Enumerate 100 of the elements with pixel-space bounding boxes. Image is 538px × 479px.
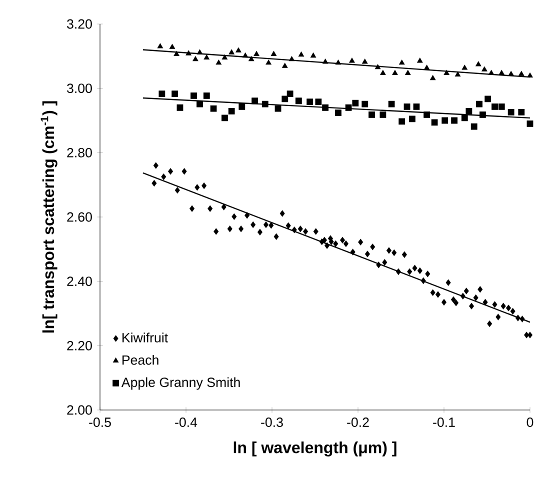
point — [380, 70, 386, 75]
y-tick-label: 2.60 — [67, 212, 92, 222]
point — [288, 56, 295, 62]
point — [508, 70, 514, 76]
x-tick-label: -0.5 — [89, 418, 111, 427]
point — [335, 110, 342, 116]
point — [476, 61, 482, 66]
point — [298, 52, 304, 57]
point — [196, 49, 203, 54]
point — [388, 100, 395, 108]
point — [262, 100, 268, 108]
point — [254, 51, 260, 56]
point — [492, 103, 498, 110]
point — [526, 120, 534, 127]
x-tick-label: -0.1 — [433, 418, 455, 427]
point — [176, 104, 184, 111]
point — [392, 70, 398, 75]
point — [216, 60, 222, 65]
point — [295, 98, 302, 104]
point — [417, 58, 423, 63]
point — [424, 112, 430, 118]
y-tick-label: 2.20 — [67, 340, 92, 350]
point — [322, 104, 329, 111]
point — [462, 64, 468, 70]
point — [157, 43, 164, 48]
point — [248, 56, 254, 62]
point — [282, 62, 288, 68]
point — [442, 117, 448, 124]
legend-label: Kiwifruit — [122, 332, 168, 342]
point — [349, 58, 355, 63]
point — [204, 54, 210, 60]
point — [310, 52, 316, 58]
point — [479, 112, 486, 118]
point — [242, 52, 248, 58]
point — [498, 103, 505, 110]
x-tick-label: 0 — [526, 418, 534, 427]
point — [236, 47, 242, 52]
x-axis-title: ln [ wavelength (μm) ] — [234, 441, 396, 456]
point — [451, 117, 458, 124]
point — [266, 60, 272, 65]
x-tick-label: -0.3 — [261, 418, 283, 427]
point — [186, 50, 192, 56]
point — [430, 75, 436, 80]
point — [192, 56, 198, 62]
y-tick-label: 2.00 — [67, 405, 92, 415]
legend-label: Apple Granny Smith — [121, 377, 240, 390]
y-tick-label: 3.00 — [67, 84, 92, 94]
point — [380, 112, 386, 118]
point — [362, 100, 368, 108]
legend-label: Peach — [122, 354, 158, 365]
point — [270, 51, 277, 56]
point — [174, 51, 180, 56]
point — [368, 112, 375, 118]
point — [169, 44, 176, 49]
x-tick-label: -0.4 — [175, 418, 198, 427]
point — [286, 90, 294, 98]
point — [210, 105, 217, 112]
point — [413, 103, 420, 110]
point — [374, 64, 381, 70]
point — [431, 119, 438, 126]
point — [518, 70, 524, 76]
point — [461, 114, 468, 122]
point — [252, 98, 258, 104]
point — [274, 105, 282, 112]
point — [404, 103, 410, 110]
point — [345, 104, 352, 111]
point — [282, 96, 288, 102]
point — [228, 108, 235, 114]
point — [470, 123, 478, 130]
point — [238, 103, 246, 110]
point — [352, 100, 359, 106]
point — [322, 58, 328, 64]
point — [488, 70, 494, 75]
point — [228, 49, 234, 54]
point — [408, 116, 416, 122]
point — [424, 64, 430, 70]
point — [306, 98, 314, 106]
point — [476, 100, 482, 108]
point — [498, 70, 504, 75]
y-tick-label: 2.40 — [67, 276, 92, 286]
point — [222, 54, 228, 60]
point — [362, 58, 368, 64]
point — [399, 60, 405, 65]
point — [335, 60, 342, 65]
y-tick-label: 3.20 — [67, 19, 92, 29]
point — [222, 114, 228, 122]
y-axis-title: ln[ transport scattering (cm$^{-1}$) ] — [40, 101, 58, 333]
point — [518, 108, 525, 116]
point — [444, 70, 450, 75]
point — [398, 118, 406, 125]
point — [172, 90, 178, 98]
point — [454, 72, 461, 77]
point — [482, 66, 488, 72]
point — [315, 98, 322, 106]
point — [158, 90, 166, 98]
x-tick-label: -0.2 — [347, 418, 369, 427]
y-tick-label: 2.80 — [67, 148, 92, 158]
point — [190, 92, 197, 99]
point — [405, 70, 411, 75]
point — [508, 108, 514, 116]
